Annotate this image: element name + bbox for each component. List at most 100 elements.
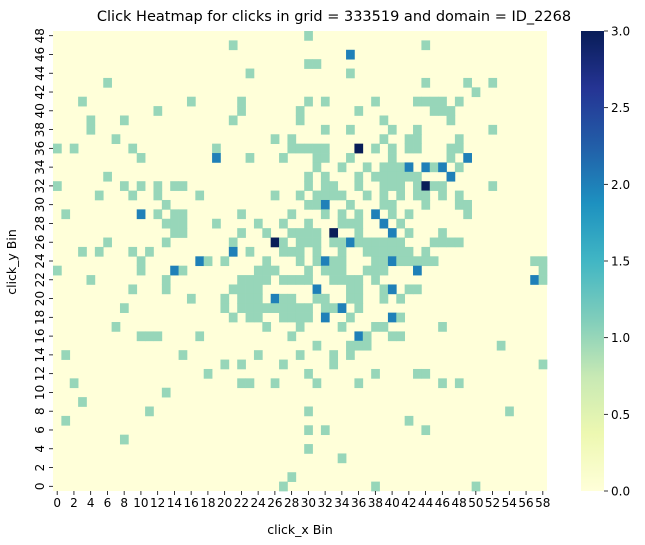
heatmap-cell: [220, 256, 230, 267]
y-tick-label: 28: [33, 216, 47, 231]
heatmap-cell: [178, 350, 188, 360]
heatmap-cell: [354, 340, 364, 351]
heatmap-cell: [346, 312, 355, 323]
heatmap-cell: [279, 293, 288, 304]
heatmap-cell: [421, 162, 431, 173]
heatmap-cell: [161, 275, 171, 285]
heatmap-cell: [119, 115, 129, 126]
heatmap-cell: [312, 284, 322, 295]
heatmap-cell: [362, 246, 372, 257]
heatmap-cell: [253, 303, 263, 313]
heatmap-cell: [253, 350, 263, 360]
heatmap-cell: [304, 406, 313, 417]
heatmap-cell: [538, 359, 548, 370]
heatmap-cell: [212, 143, 221, 154]
heatmap-cell: [312, 340, 322, 351]
heatmap-cell: [304, 96, 313, 107]
heatmap-cell: [346, 218, 355, 229]
x-tick-label: 52: [485, 496, 500, 510]
heatmap-cell: [404, 209, 414, 220]
x-tick-label: 16: [184, 496, 199, 510]
heatmap-cell: [371, 171, 380, 182]
heatmap-cell: [454, 162, 464, 173]
heatmap-cell: [103, 237, 112, 248]
heatmap-cell: [329, 265, 339, 276]
heatmap-cell: [413, 181, 422, 191]
heatmap-cell: [320, 209, 330, 220]
heatmap-cell: [212, 218, 221, 229]
heatmap-cell: [438, 322, 447, 332]
x-tick-label: 46: [435, 496, 450, 510]
heatmap-cell: [161, 284, 171, 295]
heatmap-cell: [505, 406, 514, 417]
heatmap-cell: [237, 106, 246, 116]
heatmap-cell: [304, 218, 313, 229]
heatmap-cell: [161, 218, 171, 229]
y-tick-label: 18: [33, 310, 47, 325]
heatmap-cell: [279, 275, 288, 285]
y-tick-label: 4: [33, 445, 47, 453]
heatmap-cell: [253, 284, 263, 295]
heatmap-cell: [421, 96, 431, 107]
heatmap-cell: [396, 331, 406, 342]
heatmap-cell: [354, 181, 364, 191]
heatmap-cell: [262, 275, 272, 285]
heatmap-cell: [295, 246, 305, 257]
heatmap-cell: [304, 59, 313, 69]
heatmap-cell: [103, 77, 112, 88]
heatmap-cell: [270, 190, 280, 201]
heatmap-cell: [279, 218, 288, 229]
heatmap-cell: [379, 237, 389, 248]
heatmap-cell: [463, 153, 472, 163]
heatmap-cell: [320, 256, 330, 267]
heatmap-cell: [396, 190, 406, 201]
heatmap-cell: [387, 228, 397, 238]
heatmap-cell: [304, 312, 313, 323]
x-tick-label: 26: [267, 496, 282, 510]
heatmap-cell: [421, 77, 431, 88]
heatmap-cell: [320, 171, 330, 182]
heatmap-cell: [237, 96, 246, 107]
heatmap-cell: [362, 265, 372, 276]
heatmap-cell: [346, 124, 355, 135]
heatmap-cell: [387, 143, 397, 154]
heatmap-cell: [136, 209, 146, 220]
heatmap-cell: [354, 275, 364, 285]
heatmap-cell: [387, 153, 397, 163]
heatmap-cell: [387, 171, 397, 182]
heatmap-cell: [245, 378, 255, 389]
heatmap-cell: [337, 218, 347, 229]
heatmap-cell: [454, 143, 464, 154]
heatmap-cell: [387, 246, 397, 257]
heatmap-cell: [329, 303, 339, 313]
heatmap-cell: [413, 284, 422, 295]
heatmap-cell: [287, 312, 297, 323]
x-tick-label: 36: [351, 496, 366, 510]
heatmap-cell: [454, 96, 464, 107]
colorbar-tick-label: 2.0: [611, 178, 630, 192]
heatmap-cell: [337, 246, 347, 257]
heatmap-cell: [379, 293, 389, 304]
heatmap-cell: [346, 199, 355, 210]
heatmap-cell: [362, 162, 372, 173]
y-tick-label: 34: [33, 159, 47, 174]
heatmap-cell: [496, 340, 506, 351]
heatmap-cell: [287, 246, 297, 257]
heatmap-cell: [404, 171, 414, 182]
x-tick-label: 56: [518, 496, 533, 510]
heatmap-cell: [279, 153, 288, 163]
heatmap-cell: [304, 444, 313, 454]
heatmap-cell: [346, 49, 355, 60]
heatmap-cell: [287, 143, 297, 154]
heatmap-cell: [396, 246, 406, 257]
heatmap-cell: [295, 303, 305, 313]
x-tick-label: 32: [317, 496, 332, 510]
heatmap-cell: [421, 181, 431, 191]
heatmap-cell: [396, 162, 406, 173]
heatmap-cell: [237, 293, 246, 304]
heatmap-cell: [312, 246, 322, 257]
heatmap-cell: [354, 209, 364, 220]
heatmap-cell: [387, 312, 397, 323]
x-tick-label: 20: [217, 496, 232, 510]
heatmap-cell: [86, 275, 96, 285]
